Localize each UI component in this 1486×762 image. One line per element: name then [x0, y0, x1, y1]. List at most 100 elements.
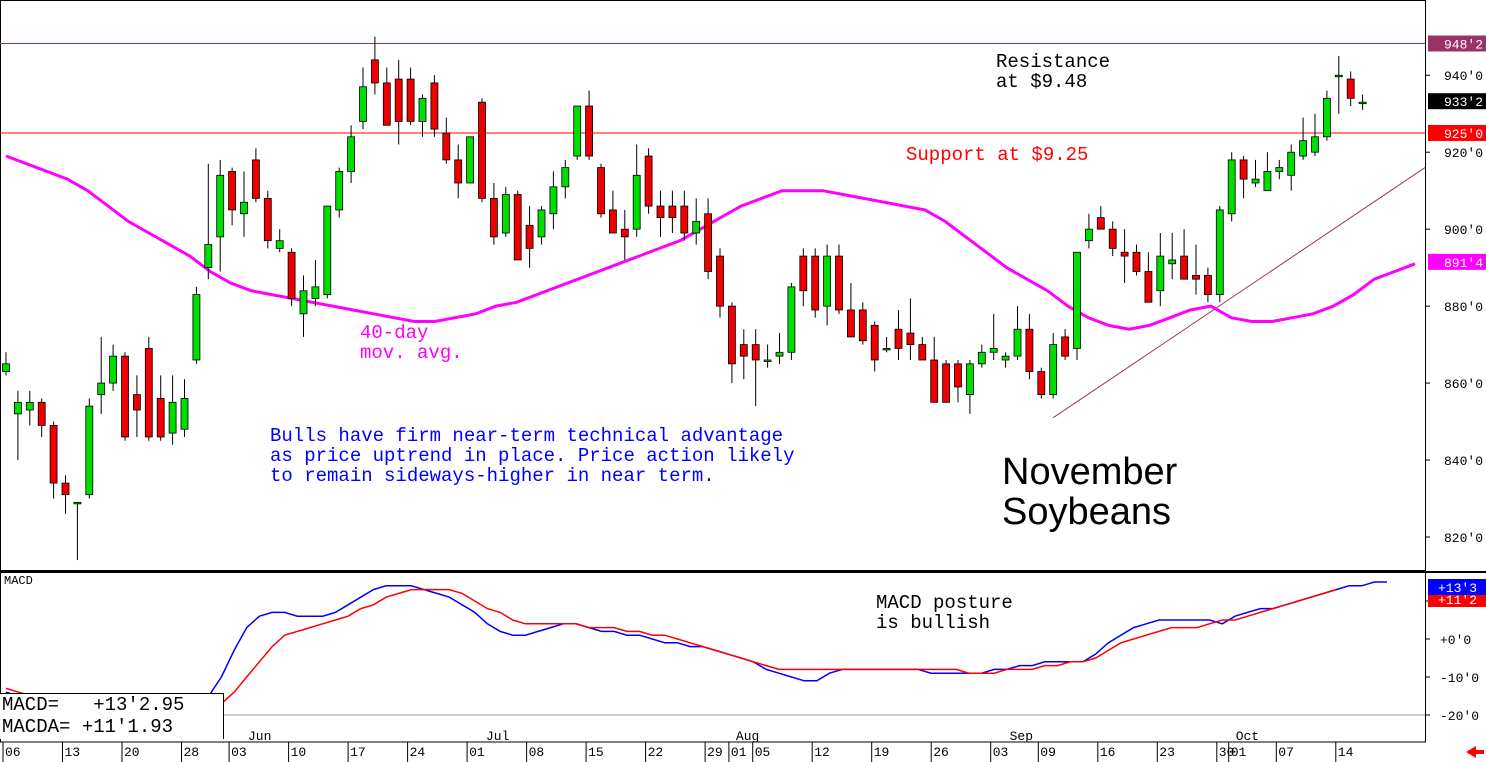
candle-body: [1239, 159, 1248, 180]
month-label: Aug: [736, 729, 759, 744]
candle-body: [751, 344, 760, 361]
candle-body: [799, 255, 808, 292]
resistance-annotation-line: at $9.48: [996, 71, 1087, 93]
candle-body: [823, 255, 831, 307]
candle-body: [61, 482, 70, 496]
macd-series-macd: [5, 581, 1387, 720]
macd-y-tick-label: -20'0: [1440, 709, 1479, 724]
price-tag-label: 948'2: [1444, 37, 1483, 52]
candle-body: [597, 167, 605, 215]
candle-body: [966, 363, 974, 396]
candle-body: [775, 351, 784, 357]
candle-body: [1180, 255, 1188, 280]
candle-body: [692, 221, 701, 234]
title-annotation-line: Soybeans: [1002, 491, 1171, 533]
candle-body: [121, 355, 129, 438]
price-y-tick-label: 880'0: [1444, 300, 1483, 315]
candle-body: [501, 194, 510, 234]
macd-value-tag: [1428, 579, 1486, 595]
month-label: Jun: [248, 729, 271, 744]
x-axis-tick-label: 09: [1040, 745, 1056, 760]
candle-body: [204, 244, 213, 269]
candle-body: [37, 401, 46, 426]
macd-y-tick-label: +0'0: [1440, 633, 1471, 648]
candle-body: [275, 240, 284, 249]
x-axis-tick-label: 23: [1159, 745, 1175, 760]
candle-body: [954, 363, 962, 388]
candle-body: [1215, 209, 1224, 295]
candle-body: [704, 213, 712, 272]
candle-body: [1132, 251, 1141, 272]
price-tag: [1428, 35, 1486, 52]
x-axis-tick-label: 15: [588, 745, 604, 760]
candle-body: [180, 398, 189, 430]
macd-readout: MACD= +13'2.95 MACDA= +11'1.93: [0, 693, 224, 739]
candle-body: [870, 324, 879, 361]
candle-body: [359, 86, 367, 122]
candle-body: [1334, 74, 1343, 78]
candle-body: [1013, 328, 1022, 357]
x-axis-tick-label: 17: [350, 745, 366, 760]
candle-body: [918, 344, 927, 361]
candle-body: [1108, 228, 1117, 249]
price-tag: [1428, 253, 1486, 270]
x-axis-tick-label: 28: [184, 745, 200, 760]
candle-body: [478, 101, 486, 199]
x-axis-tick-label: 12: [814, 745, 830, 760]
support-annotation-line: Support at $9.25: [906, 144, 1088, 166]
candle-body: [1263, 171, 1272, 192]
candle-body: [1120, 251, 1129, 257]
macd-pane-title: MACD: [4, 574, 33, 588]
candle-body: [728, 305, 736, 365]
candle-body: [882, 348, 891, 351]
resistance-annotation-line: Resistance: [996, 51, 1110, 73]
x-axis-tick-label: 14: [1338, 745, 1354, 760]
candle-body: [525, 224, 534, 249]
candle-body: [192, 294, 201, 361]
candle-body: [240, 201, 248, 215]
candle-body: [466, 136, 475, 184]
candle-body: [930, 359, 939, 403]
candle-body: [787, 286, 796, 353]
macda-value: MACDA= +11'1.93: [2, 716, 174, 738]
candle-body: [489, 197, 498, 238]
x-axis-tick-label: 19: [874, 745, 890, 760]
price-y-tick-label: 900'0: [1444, 223, 1483, 238]
candle-body: [406, 78, 415, 122]
candle-body: [989, 348, 998, 353]
month-label: Oct: [1236, 729, 1259, 744]
candle-body: [1346, 78, 1355, 99]
candle-body: [656, 205, 665, 219]
x-axis-tick-label: 26: [933, 745, 949, 760]
candle-body: [430, 82, 439, 130]
price-tag-label: 891'4: [1444, 256, 1483, 271]
price-tag: [1428, 124, 1486, 141]
candle-body: [1061, 336, 1069, 357]
candle-body: [1001, 355, 1010, 361]
x-axis-tick-label: 30: [1219, 745, 1235, 760]
candle-body: [1096, 217, 1105, 230]
scroll-left-arrow-icon: [1466, 746, 1484, 758]
candle-body: [680, 205, 689, 234]
candle-body: [573, 105, 582, 157]
macd-series-macda: [5, 588, 1337, 720]
candle-body: [323, 205, 332, 295]
candle-body: [442, 132, 451, 161]
candle-body: [25, 401, 34, 411]
x-axis-tick-label: 03: [231, 745, 247, 760]
candle-body: [1156, 255, 1165, 292]
uptrend-line: [1052, 167, 1426, 419]
commentary-annotation-line: to remain sideways-higher in near term.: [270, 465, 715, 487]
macd-value-tag-label: +13'3: [1438, 581, 1477, 596]
candle-body: [1192, 274, 1200, 280]
x-axis-tick-label: 16: [1100, 745, 1116, 760]
x-axis-tick-label: 24: [410, 745, 426, 760]
x-axis-tick-label: 01: [1231, 745, 1247, 760]
candle-body: [1037, 371, 1046, 396]
candle-body: [1144, 271, 1153, 303]
candle-body: [73, 501, 82, 505]
candle-body: [1025, 328, 1034, 372]
title-annotation-line: November: [1002, 451, 1178, 493]
month-label: Sep: [1010, 729, 1033, 744]
